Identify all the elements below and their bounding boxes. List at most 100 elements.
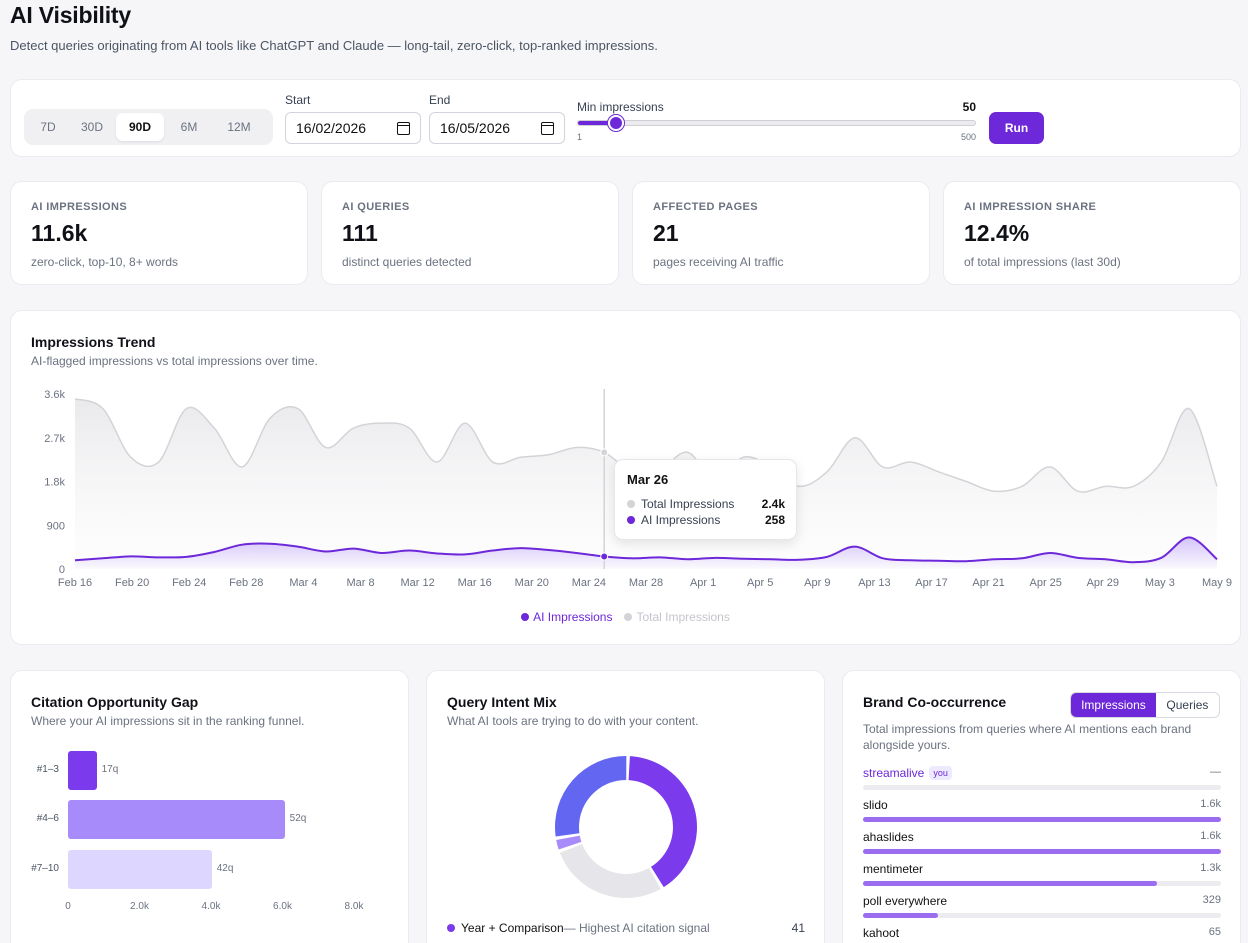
impressions-trend-chart[interactable]: 0 900 1.8k 2.7k 3.6k Feb 16 Feb 20 Feb 24 Feb 28…: [11, 311, 1242, 601]
calendar-icon[interactable]: [541, 121, 554, 135]
gap-row-label: #7–10: [31, 863, 59, 874]
trend-legend: AI Impressions Total Impressions: [11, 610, 1240, 624]
query-intent-card: Query Intent Mix What AI tools are tryin…: [426, 670, 825, 943]
intent-legend-note: — Highest AI citation signal: [563, 921, 710, 935]
x-tick-label: Mar 24: [572, 577, 606, 589]
kpi-label: AI IMPRESSION SHARE: [964, 201, 1097, 213]
brand-value: 65: [1208, 926, 1221, 938]
x-tick-label: Feb 24: [172, 577, 206, 589]
range-90d-button[interactable]: 90D: [116, 113, 164, 141]
intent-title: Query Intent Mix: [447, 694, 557, 710]
donut-segment[interactable]: [555, 756, 627, 837]
tooltip-ai-label: AI Impressions: [641, 513, 721, 527]
intent-legend-value: 41: [791, 921, 805, 935]
brand-name-label: mentimeter: [863, 862, 924, 876]
calendar-icon[interactable]: [397, 121, 410, 135]
slider-min-label: 1: [577, 132, 583, 142]
brand-row[interactable]: kahoot 65: [863, 926, 1221, 940]
brand-metric-toggle: Impressions Queries: [1070, 692, 1220, 718]
total-dot-icon: [627, 500, 635, 508]
kpi-label: AFFECTED PAGES: [653, 201, 759, 213]
x-tick-label: Mar 8: [346, 577, 374, 589]
toggle-impressions[interactable]: Impressions: [1071, 693, 1156, 717]
chart-tooltip: Mar 26 Total Impressions 2.4k AI Impress…: [614, 459, 797, 540]
slider-max-label: 500: [960, 132, 976, 142]
donut-segment[interactable]: [628, 756, 697, 888]
x-tick-label: May 3: [1145, 577, 1175, 589]
donut-segment[interactable]: [556, 835, 582, 850]
brand-row[interactable]: mentimeter 1.3k: [863, 862, 1221, 886]
legend-label: AI Impressions: [533, 610, 613, 624]
gap-row-label: #4–6: [36, 813, 59, 824]
brand-row[interactable]: slido 1.6k: [863, 798, 1221, 822]
legend-item-ai[interactable]: AI Impressions: [521, 610, 612, 624]
kpi-note: distinct queries detected: [342, 255, 472, 269]
x-tick-label: May 9: [1202, 577, 1232, 589]
gap-axis-tick: 2.0k: [130, 901, 149, 912]
gap-bar[interactable]: [68, 751, 97, 790]
gap-axis-tick: 8.0k: [344, 901, 364, 912]
trend-subtitle: AI-flagged impressions vs total impressi…: [31, 354, 318, 368]
x-tick-label: Mar 12: [400, 577, 434, 589]
range-30d-button[interactable]: 30D: [80, 120, 103, 134]
kpi-card-ai-impressions: AI IMPRESSIONS 11.6k zero-click, top-10,…: [10, 181, 308, 285]
brand-bar-track: [863, 817, 1221, 822]
x-tick-label: Mar 16: [458, 577, 492, 589]
legend-dot-icon: [624, 613, 633, 621]
hover-point-total: [600, 448, 609, 457]
ai-dot-icon: [627, 516, 635, 524]
y-tick-label: 1.8k: [44, 477, 65, 489]
page-subtitle: Detect queries originating from AI tools…: [10, 38, 658, 53]
start-date-label: Start: [285, 93, 311, 107]
slider-fill: [578, 121, 617, 125]
gap-title: Citation Opportunity Gap: [31, 694, 199, 710]
brand-row[interactable]: poll everywhere 329: [863, 894, 1221, 918]
brand-name: slido: [863, 798, 1221, 812]
hover-point-ai: [600, 552, 609, 561]
brand-name: kahoot: [863, 926, 1221, 940]
range-7d-button[interactable]: 7D: [40, 120, 56, 134]
y-tick-label: 900: [47, 520, 65, 532]
intent-donut-chart[interactable]: [427, 741, 826, 941]
gap-subtitle: Where your AI impressions sit in the ran…: [31, 714, 305, 728]
x-tick-label: Apr 17: [915, 577, 947, 589]
x-tick-label: Apr 25: [1029, 577, 1061, 589]
end-date-input[interactable]: 16/05/2026: [429, 112, 565, 144]
brand-name: ahaslides: [863, 830, 1221, 844]
start-date-value: 16/02/2026: [296, 120, 367, 136]
legend-item-total[interactable]: Total Impressions: [624, 610, 730, 624]
brand-row[interactable]: ahaslides 1.6k: [863, 830, 1221, 854]
start-date-input[interactable]: 16/02/2026: [285, 112, 421, 144]
brand-value: 1.3k: [1200, 862, 1221, 874]
x-tick-label: Apr 13: [858, 577, 890, 589]
kpi-card-affected-pages: AFFECTED PAGES 21 pages receiving AI tra…: [632, 181, 930, 285]
donut-segment[interactable]: [559, 844, 661, 898]
intent-legend-row: Year + Comparison — Highest AI citation …: [447, 921, 805, 935]
tooltip-total-row: Total Impressions 2.4k: [627, 497, 785, 511]
brand-row[interactable]: streamalive you —: [863, 766, 1221, 790]
brand-name: mentimeter: [863, 862, 1221, 876]
gap-bar[interactable]: [68, 850, 212, 889]
tooltip-total-label: Total Impressions: [641, 497, 735, 511]
toggle-queries[interactable]: Queries: [1166, 698, 1209, 712]
run-button[interactable]: Run: [989, 112, 1044, 144]
brand-bar-fill: [863, 817, 1221, 822]
min-impressions-label: Min impressions: [577, 100, 664, 114]
gap-row-label: #1–3: [36, 764, 59, 775]
range-12m-button[interactable]: 12M: [227, 120, 251, 134]
x-tick-label: Apr 21: [972, 577, 1004, 589]
range-segmented-control: 7D 30D 90D 6M 12M: [24, 109, 273, 145]
brand-value: —: [1210, 766, 1221, 778]
brand-bar-fill: [863, 913, 939, 918]
min-impressions-slider[interactable]: [577, 120, 976, 126]
end-date-label: End: [429, 93, 451, 107]
gap-bar[interactable]: [68, 800, 285, 839]
range-6m-button[interactable]: 6M: [180, 120, 198, 134]
brand-value: 1.6k: [1200, 830, 1221, 842]
intent-subtitle: What AI tools are trying to do with your…: [447, 714, 699, 728]
brand-name-label: streamalive: [863, 766, 925, 780]
slider-thumb[interactable]: [608, 115, 625, 131]
gap-axis-tick: 0: [65, 901, 71, 912]
x-tick-label: Feb 28: [229, 577, 263, 589]
brand-value: 1.6k: [1200, 798, 1221, 810]
